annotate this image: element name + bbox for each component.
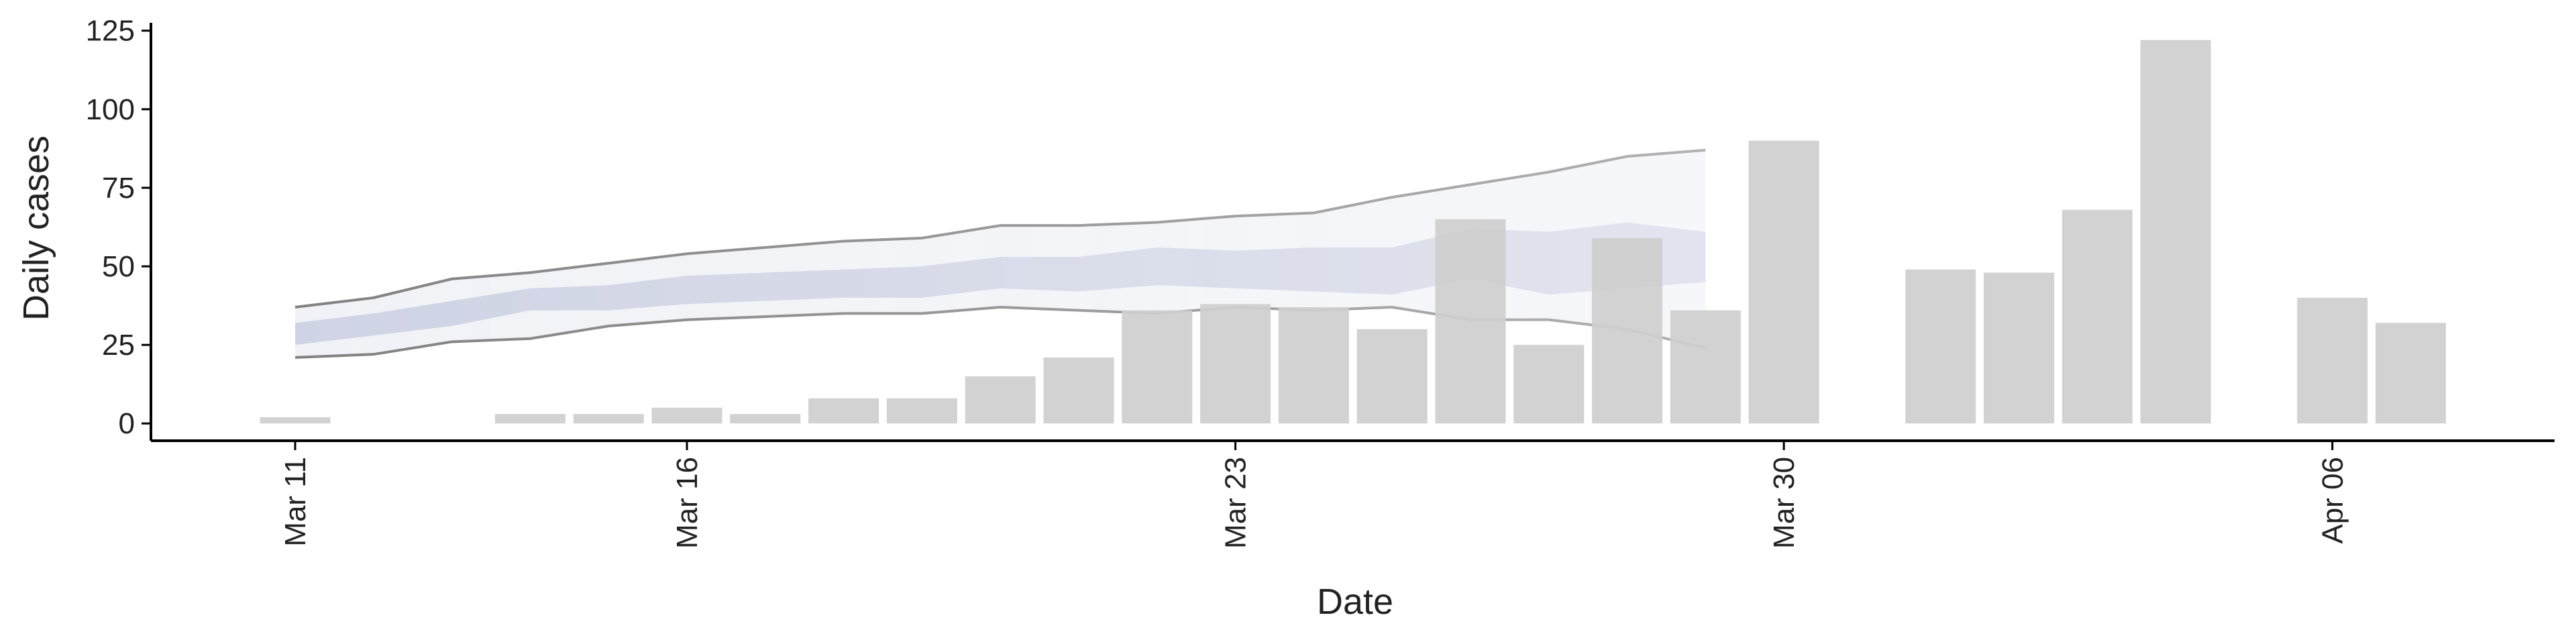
x-tick-label: Mar 11 [279, 457, 312, 547]
y-tick-label: 75 [102, 172, 135, 205]
y-tick-label: 100 [86, 93, 135, 126]
x-axis-title: Date [1317, 582, 1393, 622]
y-tick-label: 25 [102, 329, 135, 362]
x-tick-label: Mar 23 [1220, 457, 1252, 549]
bar [1513, 345, 1585, 424]
inner-band [295, 222, 1706, 345]
bar [494, 414, 566, 424]
bar [808, 398, 879, 424]
bar [2375, 323, 2447, 424]
bar [2061, 209, 2133, 424]
bar [1748, 140, 1819, 424]
bar [2297, 297, 2368, 424]
bar [886, 398, 957, 424]
bar [651, 407, 722, 424]
bar [1043, 357, 1114, 424]
bar [1905, 269, 1976, 424]
bar [1356, 329, 1428, 424]
bar [965, 376, 1036, 424]
forecast-upper-line [294, 148, 1706, 309]
y-tick-label: 125 [86, 15, 135, 48]
bar [1984, 272, 2055, 424]
bar [730, 414, 801, 424]
bar [1670, 310, 1741, 424]
bar [1435, 219, 1506, 424]
bar [260, 417, 331, 424]
y-axis-title: Daily cases [16, 136, 56, 321]
bar [2140, 40, 2211, 424]
x-tick-label: Mar 16 [671, 457, 704, 549]
bar [1278, 307, 1349, 424]
bar [1200, 304, 1271, 424]
bar [1122, 310, 1193, 424]
x-tick-label: Apr 06 [2316, 457, 2349, 544]
bar [573, 414, 644, 424]
y-tick-label: 0 [119, 407, 135, 440]
x-tick-label: Mar 30 [1768, 457, 1801, 549]
y-tick-label: 50 [102, 250, 135, 283]
bar [1592, 237, 1663, 424]
